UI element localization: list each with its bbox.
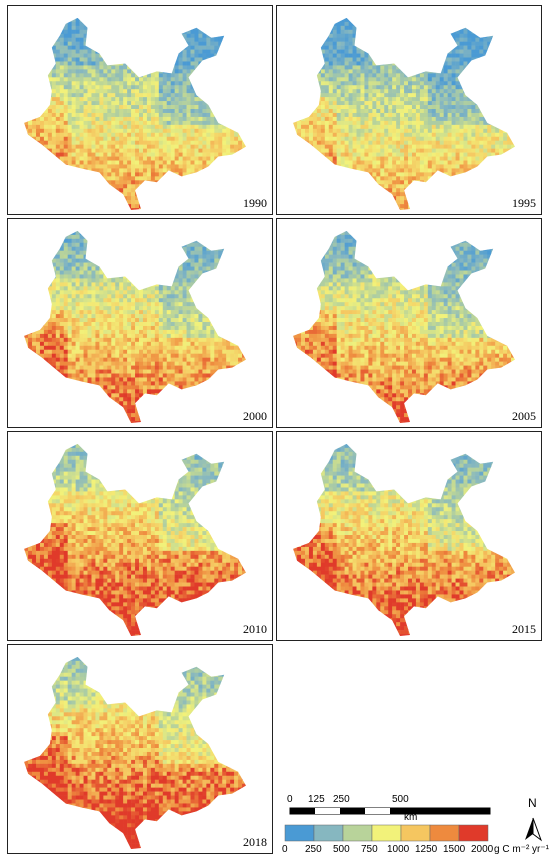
colorbar-swatch-1: [313, 824, 344, 842]
npp-map-1995: [293, 17, 515, 211]
npp-map-2010: [24, 443, 246, 637]
legend-graphics: [284, 807, 543, 842]
scale-seg-3: [340, 808, 365, 814]
colorbar-tick-1000: 1000: [387, 844, 409, 855]
colorbar-tick-2000: 2000: [471, 844, 493, 855]
colorbar-tick-1500: 1500: [443, 844, 465, 855]
colorbar-tick-0: 0: [282, 844, 288, 855]
colorbar-swatch-4: [400, 824, 431, 842]
map-panel-1990: 1990: [7, 5, 273, 215]
colorbar-tick-1250: 1250: [415, 844, 437, 855]
npp-map-1990: [24, 17, 246, 211]
map-panel-2015: 2015: [276, 431, 542, 641]
npp-map-2018: [24, 656, 246, 850]
scale-bar: [289, 807, 491, 815]
north-label: N: [528, 796, 537, 810]
scale-seg-5: [390, 808, 490, 814]
colorbar-swatch-3: [371, 824, 402, 842]
scale-seg-1: [290, 808, 315, 814]
colorbar-tick-500: 500: [333, 844, 350, 855]
colorbar-unit: g C m⁻² yr⁻¹: [494, 844, 549, 855]
colorbar-swatch-5: [429, 824, 460, 842]
scale-tick-250: 250: [333, 794, 350, 805]
map-panel-2005: 2005: [276, 218, 542, 428]
colorbar: [284, 824, 489, 842]
map-panel-2000: 2000: [7, 218, 273, 428]
scale-unit: km: [404, 812, 417, 823]
colorbar-tick-250: 250: [305, 844, 322, 855]
scale-tick-500: 500: [392, 794, 409, 805]
year-label: 2018: [243, 835, 267, 850]
colorbar-swatch-0: [284, 824, 315, 842]
npp-map-2005: [293, 230, 515, 424]
map-legend: 0 125 250 500 km 0 250 500 750 1000 1250…: [280, 780, 550, 860]
npp-map-2000: [24, 230, 246, 424]
colorbar-swatch-6: [458, 824, 489, 842]
colorbar-swatch-2: [342, 824, 373, 842]
scale-tick-0: 0: [287, 794, 293, 805]
north-arrow-icon: [525, 817, 543, 842]
year-label: 2015: [512, 622, 536, 637]
scale-seg-4: [365, 808, 390, 814]
year-label: 1990: [243, 196, 267, 211]
scale-tick-125: 125: [308, 794, 325, 805]
year-label: 2010: [243, 622, 267, 637]
scale-seg-2: [315, 808, 340, 814]
colorbar-tick-750: 750: [361, 844, 378, 855]
year-label: 2005: [512, 409, 536, 424]
year-label: 1995: [512, 196, 536, 211]
year-label: 2000: [243, 409, 267, 424]
npp-map-2015: [293, 443, 515, 637]
map-panel-2018: 2018: [7, 644, 273, 854]
map-panel-2010: 2010: [7, 431, 273, 641]
map-panel-1995: 1995: [276, 5, 542, 215]
